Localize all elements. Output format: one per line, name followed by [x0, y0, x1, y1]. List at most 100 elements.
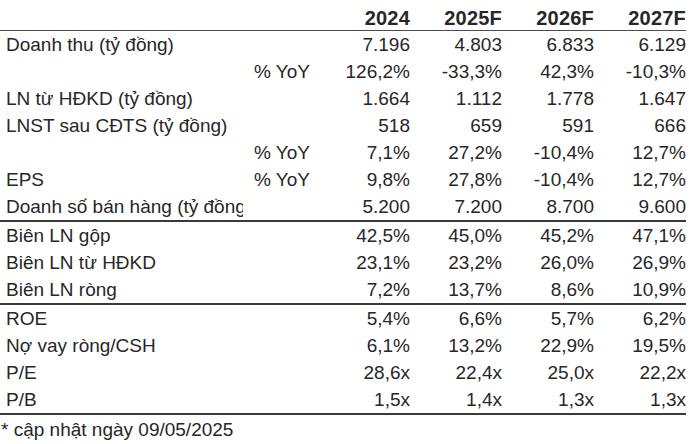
cell-value-2026F: -10,4% — [502, 166, 594, 193]
table-section: Doanh thu (tỷ đồng) 7.1964.8036.8336.129%… — [0, 31, 686, 222]
cell-value-2027F: 19,5% — [594, 332, 686, 359]
row-label: Doanh số bán hàng (tỷ đồng) — [0, 193, 243, 220]
cell-value-2026F: 22,9% — [502, 332, 594, 359]
table-header-row: 2024 2025F 2026F 2027F — [0, 0, 686, 31]
column-header-2027f: 2027F — [594, 5, 686, 30]
cell-value-2024: 7.196 — [318, 31, 410, 58]
cell-value-2026F: 8.700 — [502, 193, 594, 220]
table-row: % YoY126,2%-33,3%42,3%-10,3% — [0, 58, 686, 85]
table-row: Doanh thu (tỷ đồng) 7.1964.8036.8336.129 — [0, 31, 686, 58]
cell-value-2027F: 12,7% — [594, 166, 686, 193]
cell-value-2026F: 26,0% — [502, 249, 594, 276]
row-label: P/E — [0, 359, 243, 386]
cell-value-2025F: 45,0% — [410, 222, 502, 249]
cell-value-2025F: 4.803 — [410, 31, 502, 58]
cell-value-2025F: 27,2% — [410, 139, 502, 166]
cell-value-2026F: 1.778 — [502, 85, 594, 112]
table-row: Biên LN ròng7,2%13,7%8,6%10,9% — [0, 276, 686, 303]
row-sublabel — [243, 222, 318, 249]
cell-value-2026F: 6.833 — [502, 31, 594, 58]
table-row: LN từ HĐKD (tỷ đồng) 1.6641.1121.7781.647 — [0, 85, 686, 112]
row-label: LN từ HĐKD (tỷ đồng) — [0, 85, 243, 112]
cell-value-2025F: 6,6% — [410, 305, 502, 332]
column-header-2024: 2024 — [318, 5, 410, 30]
column-header-2025f: 2025F — [410, 5, 502, 30]
cell-value-2026F: 591 — [502, 112, 594, 139]
row-label — [0, 58, 243, 85]
cell-value-2024: 1,5x — [318, 386, 410, 413]
table-row: Nợ vay ròng/CSH6,1%13,2%22,9%19,5% — [0, 332, 686, 359]
cell-value-2025F: 1.112 — [410, 85, 502, 112]
row-label: Doanh thu (tỷ đồng) — [0, 31, 243, 58]
table-row: Doanh số bán hàng (tỷ đồng) 5.2007.2008.7… — [0, 193, 686, 220]
cell-value-2026F: 25,0x — [502, 359, 594, 386]
row-label: Biên LN ròng — [0, 276, 243, 303]
financial-summary-table: 2024 2025F 2026F 2027F Doanh thu (tỷ đồn… — [0, 0, 689, 443]
cell-value-2027F: 1,3x — [594, 386, 686, 413]
table-section: Biên LN gộp 42,5%45,0%45,2%47,1% Biên LN t… — [0, 222, 686, 305]
cell-value-2025F: 13,2% — [410, 332, 502, 359]
cell-value-2025F: 13,7% — [410, 276, 502, 303]
cell-value-2024: 5,4% — [318, 305, 410, 332]
cell-value-2027F: 6.129 — [594, 31, 686, 58]
row-label: P/B — [0, 386, 243, 413]
table-row: EPS% YoY9,8%27,8%-10,4%12,7% — [0, 166, 686, 193]
table-row: P/B1,5x1,4x1,3x1,3x — [0, 386, 686, 413]
cell-value-2024: 5.200 — [318, 193, 410, 220]
update-date-footnote: * cập nhật ngày 09/05/2025 — [0, 415, 686, 443]
row-sublabel: % YoY — [243, 166, 318, 193]
cell-value-2025F: 22,4x — [410, 359, 502, 386]
cell-value-2027F: 12,7% — [594, 139, 686, 166]
cell-value-2024: 6,1% — [318, 332, 410, 359]
row-sublabel — [243, 276, 318, 303]
cell-value-2027F: 47,1% — [594, 222, 686, 249]
cell-value-2027F: 6,2% — [594, 305, 686, 332]
table-row: % YoY7,1%27,2%-10,4%12,7% — [0, 139, 686, 166]
cell-value-2026F: 45,2% — [502, 222, 594, 249]
row-sublabel — [243, 332, 318, 359]
cell-value-2025F: 1,4x — [410, 386, 502, 413]
row-sublabel — [243, 249, 318, 276]
cell-value-2025F: 27,8% — [410, 166, 502, 193]
row-sublabel: % YoY — [243, 139, 318, 166]
table-row: Biên LN từ HĐKD23,1%23,2%26,0%26,9% — [0, 249, 686, 276]
cell-value-2024: 28,6x — [318, 359, 410, 386]
row-sublabel: % YoY — [243, 58, 318, 85]
row-label — [0, 139, 243, 166]
cell-value-2025F: 7.200 — [410, 193, 502, 220]
cell-value-2027F: 22,2x — [594, 359, 686, 386]
cell-value-2026F: 42,3% — [502, 58, 594, 85]
cell-value-2027F: 9.600 — [594, 193, 686, 220]
row-sublabel — [243, 305, 318, 332]
row-sublabel — [243, 112, 318, 139]
row-label: LNST sau CĐTS (tỷ đồng) — [0, 112, 243, 139]
cell-value-2024: 9,8% — [318, 166, 410, 193]
cell-value-2026F: -10,4% — [502, 139, 594, 166]
cell-value-2027F: 26,9% — [594, 249, 686, 276]
cell-value-2024: 7,2% — [318, 276, 410, 303]
cell-value-2027F: 666 — [594, 112, 686, 139]
table-body: Doanh thu (tỷ đồng) 7.1964.8036.8336.129%… — [0, 31, 686, 415]
cell-value-2026F: 8,6% — [502, 276, 594, 303]
cell-value-2026F: 5,7% — [502, 305, 594, 332]
row-label: Biên LN từ HĐKD — [0, 249, 243, 276]
row-label: Biên LN gộp — [0, 222, 243, 249]
table-row: P/E 28,6x22,4x25,0x22,2x — [0, 359, 686, 386]
row-sublabel — [243, 359, 318, 386]
cell-value-2026F: 1,3x — [502, 386, 594, 413]
row-label: ROE — [0, 305, 243, 332]
cell-value-2027F: 1.647 — [594, 85, 686, 112]
table-section: ROE 5,4%6,6%5,7%6,2%Nợ vay ròng/CSH6,1%13… — [0, 305, 686, 415]
table-row: Biên LN gộp 42,5%45,0%45,2%47,1% — [0, 222, 686, 249]
header-sublabel-spacer — [243, 5, 318, 30]
cell-value-2024: 7,1% — [318, 139, 410, 166]
row-sublabel — [243, 31, 318, 58]
cell-value-2024: 23,1% — [318, 249, 410, 276]
cell-value-2024: 126,2% — [318, 58, 410, 85]
cell-value-2024: 1.664 — [318, 85, 410, 112]
table-row: ROE 5,4%6,6%5,7%6,2% — [0, 305, 686, 332]
cell-value-2024: 42,5% — [318, 222, 410, 249]
table-row: LNST sau CĐTS (tỷ đồng)518659591666 — [0, 112, 686, 139]
header-label-spacer — [0, 5, 243, 30]
cell-value-2025F: -33,3% — [410, 58, 502, 85]
